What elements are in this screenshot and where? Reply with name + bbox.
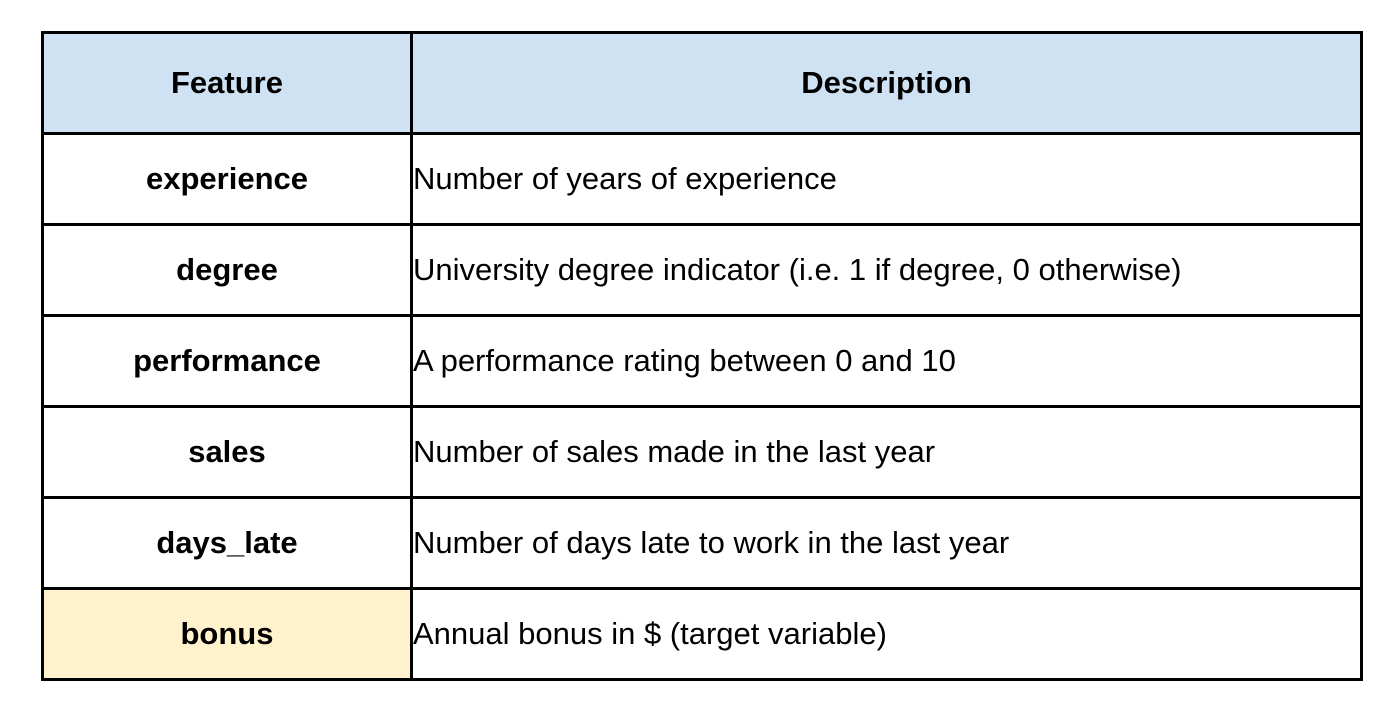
- feature-description-table: Feature Description experience Number of…: [41, 31, 1363, 681]
- feature-name-cell: sales: [43, 407, 412, 498]
- feature-description-cell: University degree indicator (i.e. 1 if d…: [412, 225, 1362, 316]
- table-header-row: Feature Description: [43, 33, 1362, 134]
- feature-name-cell: experience: [43, 134, 412, 225]
- table-row: performance A performance rating between…: [43, 316, 1362, 407]
- feature-name-cell: days_late: [43, 498, 412, 589]
- table-row: bonus Annual bonus in $ (target variable…: [43, 589, 1362, 680]
- feature-name-cell: degree: [43, 225, 412, 316]
- feature-name-cell-highlighted: bonus: [43, 589, 412, 680]
- feature-description-cell: Annual bonus in $ (target variable): [412, 589, 1362, 680]
- feature-description-cell: Number of years of experience: [412, 134, 1362, 225]
- feature-description-cell: Number of days late to work in the last …: [412, 498, 1362, 589]
- table-row: experience Number of years of experience: [43, 134, 1362, 225]
- feature-description-cell: Number of sales made in the last year: [412, 407, 1362, 498]
- feature-description-cell: A performance rating between 0 and 10: [412, 316, 1362, 407]
- feature-name-cell: performance: [43, 316, 412, 407]
- feature-table-container: Feature Description experience Number of…: [41, 31, 1360, 681]
- table-row: degree University degree indicator (i.e.…: [43, 225, 1362, 316]
- table-row: days_late Number of days late to work in…: [43, 498, 1362, 589]
- table-row: sales Number of sales made in the last y…: [43, 407, 1362, 498]
- header-description: Description: [412, 33, 1362, 134]
- header-feature: Feature: [43, 33, 412, 134]
